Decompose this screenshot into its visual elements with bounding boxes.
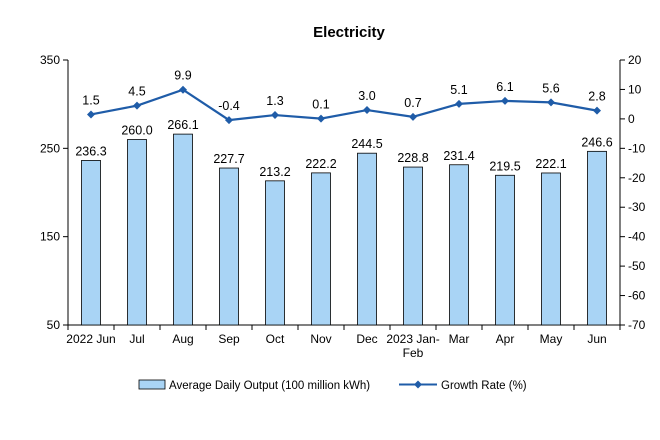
y-right-tick-label: -70	[628, 318, 646, 332]
y-right-tick-label: -10	[628, 141, 646, 155]
axes: 50 150 250 350 -70 -60 -50 -40 -30 -20 -10 0 10 20	[40, 53, 646, 332]
bar	[265, 180, 285, 326]
bar	[311, 172, 331, 326]
growth-rate-polyline	[90, 88, 598, 122]
growth-rate-data-label: 9.9	[174, 69, 191, 83]
growth-rate-data-label: 1.5	[82, 93, 99, 107]
y-right-tick-label: 0	[628, 112, 635, 126]
growth-rate-data-label: 4.5	[128, 85, 145, 99]
bar	[541, 172, 561, 326]
bar	[587, 150, 607, 326]
bar	[81, 160, 101, 326]
growth-rate-labels: 1.5 4.5 9.9 -0.4 1.3 0.1 3.0 0.7 5.1 6.1 5.6 2.8	[82, 69, 605, 113]
growth-rate-data-label: 0.1	[312, 98, 329, 112]
bar	[357, 152, 377, 326]
bar	[495, 174, 515, 326]
growth-rate-point	[455, 99, 463, 108]
legend: Average Daily Output (100 million kWh) G…	[138, 379, 527, 392]
x-tick-label: Apr	[496, 332, 515, 346]
legend-marker-growth-rate	[414, 380, 422, 389]
y-right-tick-label: -60	[628, 289, 646, 303]
y-right-tick-label: 10	[628, 82, 642, 96]
growth-rate-point	[179, 85, 187, 94]
bar-data-label: 266.1	[167, 118, 198, 132]
x-tick-label: Dec	[356, 332, 377, 346]
growth-rate-point	[225, 116, 233, 125]
bar	[127, 139, 147, 326]
x-tick-label: Jul	[129, 332, 144, 346]
x-tick-label: Mar	[449, 332, 470, 346]
bar-data-label: 219.5	[489, 159, 520, 173]
bar-data-label: 228.8	[397, 151, 428, 165]
y-right-tick-label: -20	[628, 171, 646, 185]
y-left-tick-label: 250	[40, 141, 60, 155]
y-right-tick-label: -40	[628, 230, 646, 244]
growth-rate-data-label: 5.1	[450, 83, 467, 97]
growth-rate-point	[547, 98, 555, 107]
x-tick-label: May	[540, 332, 563, 346]
bar-data-label: 244.5	[351, 137, 382, 151]
growth-rate-point	[409, 112, 417, 121]
x-tick-label: Jun	[587, 332, 606, 346]
bar-data-label: 231.4	[443, 149, 474, 163]
legend-label-growth-rate: Growth Rate (%)	[441, 380, 527, 392]
bar	[403, 166, 423, 326]
growth-rate-point	[133, 101, 141, 110]
bar-data-label: 213.2	[259, 165, 290, 179]
bar-data-label: 260.0	[121, 124, 152, 138]
growth-rate-data-label: 3.0	[358, 89, 375, 103]
bars	[81, 133, 607, 326]
growth-rate-point	[593, 106, 601, 115]
bar	[219, 167, 239, 326]
bar-data-label: 236.3	[75, 144, 106, 158]
chart-title: Electricity	[313, 24, 385, 41]
y-left-tick-label: 150	[40, 230, 60, 244]
x-tick-label: Nov	[310, 332, 331, 346]
growth-rate-point	[271, 111, 279, 120]
bar	[173, 133, 193, 326]
bar-labels: 236.3 260.0 266.1 227.7 213.2 222.2 244.5 228.8…	[75, 118, 612, 179]
growth-rate-point	[87, 110, 95, 119]
growth-rate-data-label: 2.8	[588, 90, 605, 104]
y-left-tick-label: 50	[47, 318, 61, 332]
growth-rate-data-label: -0.4	[218, 99, 240, 113]
y-right-tick-label: 20	[628, 53, 642, 67]
bar-data-label: 246.6	[581, 135, 612, 149]
x-tick-label: Sep	[218, 332, 240, 346]
bar-data-label: 227.7	[213, 152, 244, 166]
growth-rate-point	[501, 96, 509, 105]
y-right-tick-label: -50	[628, 259, 646, 273]
legend-label-average-daily-output: Average Daily Output (100 million kWh)	[169, 380, 370, 392]
bar	[449, 164, 469, 326]
growth-rate-data-label: 0.7	[404, 96, 421, 110]
legend-swatch-average-daily-output	[138, 379, 166, 390]
bar-data-label: 222.1	[535, 157, 566, 171]
y-left-tick-label: 350	[40, 53, 60, 67]
bar-data-label: 222.2	[305, 157, 336, 171]
growth-rate-data-label: 1.3	[266, 94, 283, 108]
x-tick-label: 2022 Jun	[66, 332, 115, 346]
growth-rate-data-label: 6.1	[496, 80, 513, 94]
growth-rate-line	[87, 85, 601, 125]
x-axis-tick-labels: 2022 Jun Jul Aug Sep Oct Nov Dec 2023 Jan-Feb Ma…	[66, 332, 606, 360]
growth-rate-point	[317, 114, 325, 123]
growth-rate-point	[363, 106, 371, 115]
y-right-tick-label: -30	[628, 200, 646, 214]
x-tick-label: Oct	[266, 332, 285, 346]
x-tick-label: 2023 Jan-Feb	[386, 332, 439, 360]
growth-rate-data-label: 5.6	[542, 81, 559, 95]
x-tick-label: Aug	[172, 332, 193, 346]
